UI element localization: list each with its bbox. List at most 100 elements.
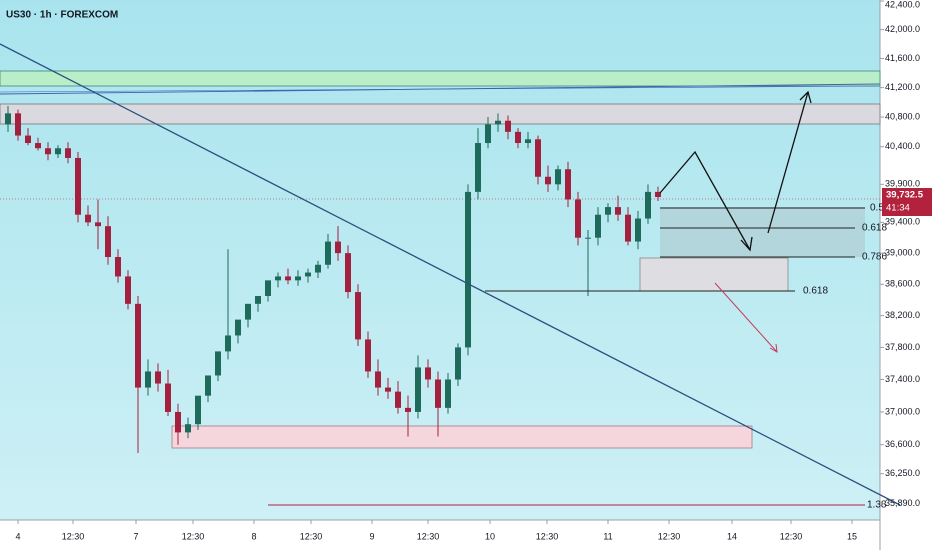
candle-body xyxy=(615,207,621,215)
trend-line xyxy=(0,85,881,93)
x-tick-label: 10 xyxy=(485,531,495,541)
candle-body xyxy=(485,124,491,144)
candle-body xyxy=(345,253,351,293)
candle-body xyxy=(515,131,521,144)
y-tick-label: 41,600.0 xyxy=(885,53,920,63)
candle-body xyxy=(655,191,661,198)
candle-body xyxy=(185,424,191,433)
x-tick-label: 4 xyxy=(15,531,20,541)
candle-body xyxy=(155,371,161,384)
target-zone xyxy=(639,257,789,292)
candle-body xyxy=(95,222,101,227)
supply-zone xyxy=(0,70,881,87)
candle-body xyxy=(25,135,31,144)
y-tick-label: 37,000.0 xyxy=(885,406,920,416)
drawings xyxy=(0,70,881,449)
candle-body xyxy=(135,303,141,388)
candle-body xyxy=(605,207,611,215)
candle-body xyxy=(305,272,311,277)
y-tick-label: 40,400.0 xyxy=(885,141,920,151)
candle-body xyxy=(195,395,201,425)
candle-body xyxy=(15,113,21,136)
y-tick-label: 36,600.0 xyxy=(885,439,920,449)
candle-body xyxy=(565,169,571,200)
candle-body xyxy=(175,411,181,433)
y-tick-label: 39,000.0 xyxy=(885,248,920,258)
candle-body xyxy=(215,351,221,376)
x-tick-label: 12:30 xyxy=(62,531,85,541)
candle-body xyxy=(405,407,411,412)
x-tick-label: 9 xyxy=(369,531,374,541)
drawings-front: 0.5 0.618 0.786 0.618 1.38 US30 · 1h · F… xyxy=(0,10,901,511)
fib-label: 0.618 xyxy=(803,286,828,297)
x-tick-label: 8 xyxy=(251,531,256,541)
candle-body xyxy=(45,148,51,155)
x-tick-label: 12:30 xyxy=(182,531,205,541)
axes: 42,400.0 42,000.0 41,600.0 41,200.0 40,800.0… xyxy=(15,0,932,541)
candle-body xyxy=(145,371,151,388)
y-tick-label: 36,250.0 xyxy=(885,468,920,478)
candle-body xyxy=(65,148,71,158)
y-tick-label: 35,890.0 xyxy=(885,498,920,508)
x-tick-label: 15 xyxy=(847,531,857,541)
y-tick-label: 37,800.0 xyxy=(885,342,920,352)
candle-body xyxy=(465,191,471,348)
candle-body xyxy=(595,214,601,238)
candle-body xyxy=(575,199,581,238)
chart-title: US30 · 1h · FOREXCOM xyxy=(6,10,118,21)
candle-body xyxy=(75,157,81,215)
y-tick-label: 42,000.0 xyxy=(885,24,920,34)
x-tick-label: 12:30 xyxy=(536,531,559,541)
candle-body xyxy=(495,120,501,125)
arrow-head xyxy=(769,343,778,353)
y-tick-label: 38,200.0 xyxy=(885,310,920,320)
candle-body xyxy=(415,367,421,412)
candle-body xyxy=(315,264,321,273)
countdown-label: 41:34 xyxy=(886,203,910,214)
candle-body xyxy=(105,226,111,258)
candle-body xyxy=(85,214,91,223)
y-tick-label: 39,900.0 xyxy=(885,179,920,189)
candle-body xyxy=(545,176,551,185)
candle-body xyxy=(335,241,341,254)
candles xyxy=(5,105,661,453)
candle-body xyxy=(555,169,561,185)
y-tick-label: 38,600.0 xyxy=(885,279,920,289)
candle-body xyxy=(245,303,251,320)
candle-body xyxy=(225,335,231,352)
candle-body xyxy=(165,383,171,412)
fib-box xyxy=(660,207,865,257)
candle-body xyxy=(265,280,271,296)
candle-body xyxy=(585,237,591,239)
fib-label: 0.5 xyxy=(870,203,884,214)
candle-body xyxy=(435,379,441,408)
path-arrow xyxy=(659,150,751,251)
x-tick-label: 12:30 xyxy=(417,531,440,541)
candle-body xyxy=(525,139,531,144)
x-tick-label: 12:30 xyxy=(658,531,681,541)
candle-body xyxy=(55,148,61,155)
x-tick-label: 11 xyxy=(603,531,612,541)
candle-body xyxy=(325,241,331,265)
y-tick-label: 39,400.0 xyxy=(885,217,920,227)
x-tick-label: 14 xyxy=(727,531,737,541)
fib-label: 0.786 xyxy=(862,252,887,263)
candle-body xyxy=(35,143,41,149)
candle-body xyxy=(295,276,301,281)
arrow-head xyxy=(799,90,812,104)
candle-body xyxy=(125,276,131,304)
path-arrow xyxy=(767,91,809,234)
candle-body xyxy=(205,375,211,396)
candle-body xyxy=(375,371,381,388)
arrow-head xyxy=(740,236,753,252)
candle-body xyxy=(395,391,401,408)
candle-body xyxy=(115,257,121,277)
x-tick-label: 12:30 xyxy=(300,531,323,541)
candle-body xyxy=(5,113,11,125)
price-badge xyxy=(882,188,932,217)
fib-label: 1.38 xyxy=(867,500,887,511)
trend-line xyxy=(0,43,901,506)
resistance-zone xyxy=(0,103,881,125)
candle-body xyxy=(255,295,261,304)
